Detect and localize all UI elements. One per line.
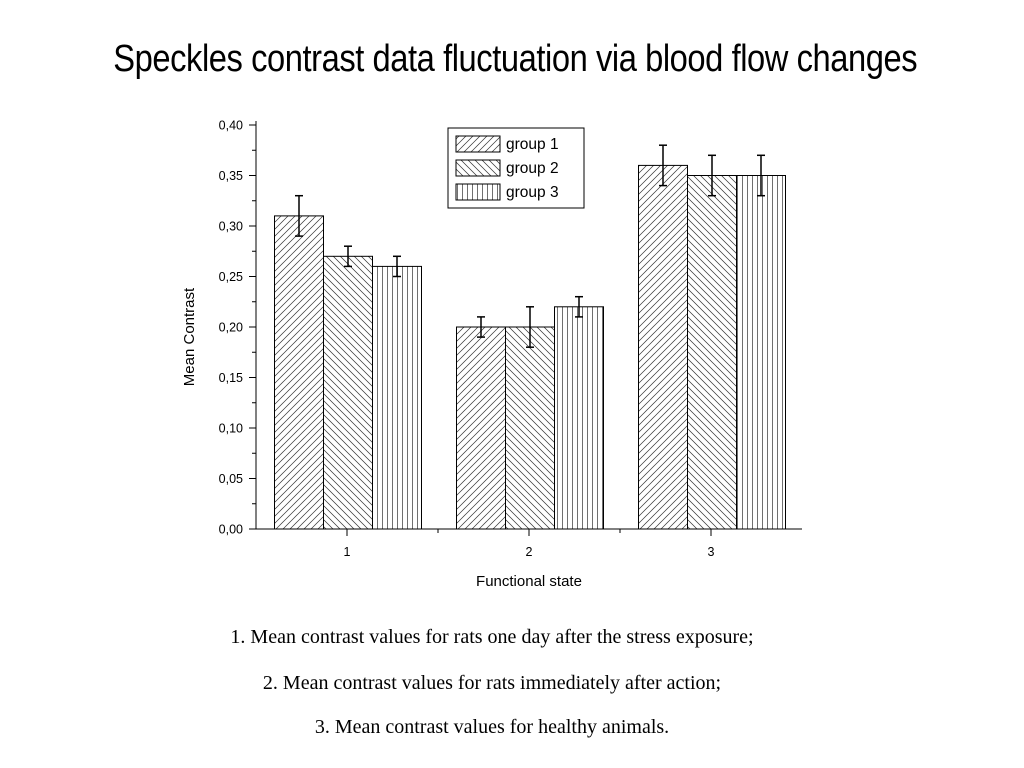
y-tick-label: 0,05 [219, 472, 243, 486]
bar [372, 265, 422, 530]
legend-label: group 1 [506, 136, 559, 153]
caption-2: 2. Mean contrast values for rats immedia… [262, 672, 722, 694]
y-axis-label: Mean Contrast [181, 287, 198, 386]
y-tick-label: 0,25 [219, 270, 243, 284]
legend-swatch [455, 135, 501, 153]
y-tick-label: 0,20 [219, 321, 243, 335]
bar [505, 326, 555, 530]
y-tick-label: 0,10 [219, 422, 243, 436]
y-tick-label: 0,40 [219, 119, 243, 133]
bar [638, 164, 688, 530]
legend-label: group 2 [506, 160, 559, 177]
bar [456, 326, 506, 530]
y-tick-label: 0,00 [219, 523, 243, 537]
caption-3: 3. Mean contrast values for healthy anim… [314, 716, 670, 738]
legend-swatch [455, 159, 501, 177]
slide-title: Speckles contrast data fluctuation via b… [113, 38, 918, 80]
y-tick-label: 0,30 [219, 220, 243, 234]
y-tick-label: 0,35 [219, 169, 243, 183]
legend-swatch [455, 183, 501, 201]
bar-chart: 0,00 0,05 0,10 0,15 0,20 0,25 0,30 0,35 0,40 1 2 3 F… [181, 119, 802, 590]
bar [687, 175, 737, 530]
bar [554, 306, 604, 530]
y-tick-label: 0,15 [219, 371, 243, 385]
x-axis-label: Functional state [476, 573, 582, 590]
bar [323, 255, 373, 530]
bar [736, 175, 786, 530]
x-tick-label: 3 [708, 545, 715, 559]
legend-label: group 3 [506, 184, 559, 201]
bar [274, 215, 324, 530]
x-tick-label: 1 [344, 545, 351, 559]
x-tick-label: 2 [526, 545, 533, 559]
caption-1: 1. Mean contrast values for rats one day… [230, 626, 754, 648]
